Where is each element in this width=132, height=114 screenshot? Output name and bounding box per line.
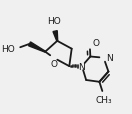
Text: HO: HO — [47, 17, 61, 26]
Text: O: O — [92, 39, 99, 48]
Polygon shape — [53, 31, 58, 42]
Text: N: N — [79, 62, 85, 71]
Text: HO: HO — [1, 45, 15, 54]
Polygon shape — [29, 43, 45, 53]
Text: CH₃: CH₃ — [95, 95, 112, 104]
Text: N: N — [106, 54, 113, 63]
Text: O: O — [50, 59, 57, 68]
